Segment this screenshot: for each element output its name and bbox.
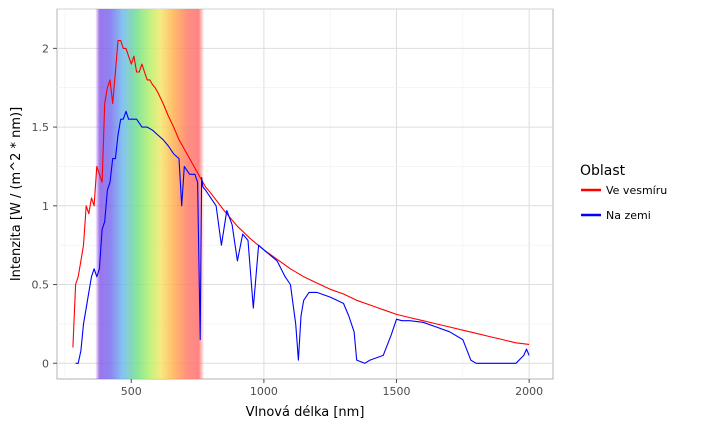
- x-tick-label: 1500: [383, 385, 411, 398]
- series-line-ve-vesmiru: [72, 39, 530, 348]
- x-axis-title: Vlnová délka [nm]: [246, 405, 365, 420]
- series-line-na-zemi: [75, 110, 530, 364]
- y-tick-label: 1.5: [32, 121, 50, 134]
- y-tick-label: 2: [42, 42, 49, 55]
- legend-label-na-zemi: Na zemi: [606, 209, 651, 222]
- series-layer: [72, 39, 530, 364]
- x-axis: 500 1000 1500 2000: [121, 379, 543, 398]
- x-tick-label: 2000: [515, 385, 543, 398]
- x-tick-label: 500: [121, 385, 142, 398]
- legend: Oblast Ve vesmíru Na zemi: [580, 163, 667, 222]
- y-tick-label: 1: [42, 200, 49, 213]
- x-tick-label: 1000: [250, 385, 278, 398]
- y-tick-label: 0.5: [32, 279, 50, 292]
- y-tick-label: 0: [42, 357, 49, 370]
- y-axis-title: Intenzita [W / (m^2 * nm)]: [9, 107, 24, 281]
- legend-title: Oblast: [580, 163, 626, 179]
- legend-label-ve-vesmiru: Ve vesmíru: [606, 184, 667, 197]
- y-axis: 0 0.5 1 1.5 2: [32, 42, 57, 370]
- visible-spectrum-band: [95, 9, 205, 379]
